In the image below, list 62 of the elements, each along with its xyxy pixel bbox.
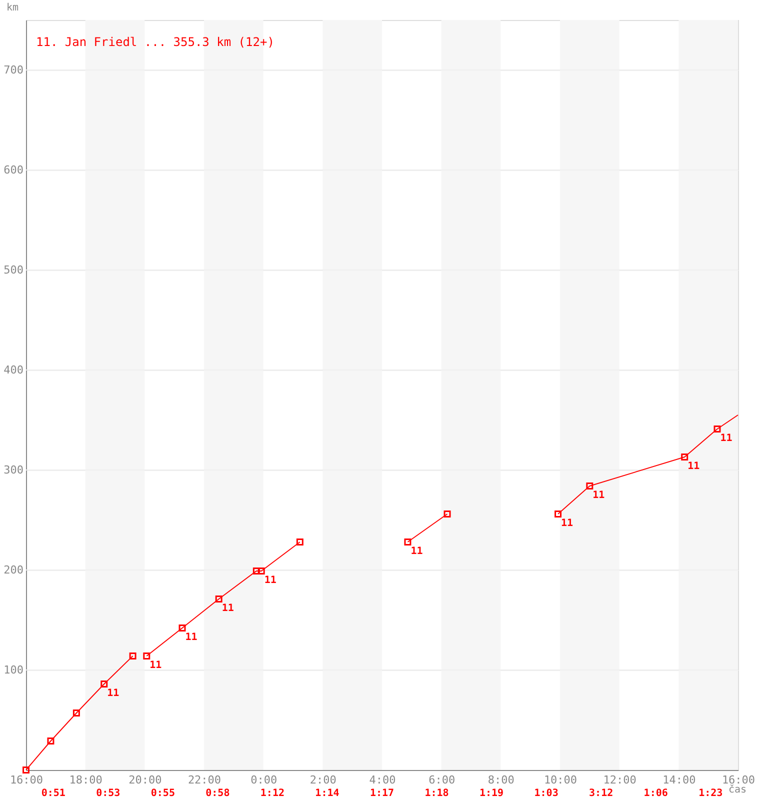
point bbox=[404, 538, 412, 546]
y-tick-label: 700 bbox=[4, 64, 24, 76]
y-axis-title: km bbox=[6, 2, 19, 14]
text: 1:17 bbox=[370, 788, 394, 799]
x-axis-title: čas bbox=[728, 784, 747, 796]
x-tick-label: 12:00 bbox=[603, 774, 636, 786]
point bbox=[143, 652, 150, 660]
x-tick-label: 14:00 bbox=[662, 774, 696, 786]
text: 0:53 bbox=[96, 788, 120, 799]
annotation: 11 bbox=[150, 660, 162, 671]
text: 1:23 bbox=[698, 788, 723, 799]
x-tick-label: 8:00 bbox=[488, 774, 514, 786]
text: 1:14 bbox=[315, 788, 340, 799]
x-tick-label: 22:00 bbox=[188, 774, 222, 786]
text: 1:06 bbox=[644, 788, 668, 799]
point bbox=[586, 482, 594, 490]
x-tick-label: 4:00 bbox=[369, 774, 396, 786]
text: 1:03 bbox=[534, 788, 558, 799]
text: 1:18 bbox=[424, 788, 449, 799]
x-tick-label: 10:00 bbox=[544, 774, 578, 786]
annotation: 11 bbox=[185, 632, 198, 643]
annotation: 11 bbox=[410, 546, 423, 557]
point bbox=[72, 710, 80, 716]
point bbox=[554, 510, 562, 518]
point bbox=[714, 426, 721, 432]
y-tick-label: 100 bbox=[4, 664, 24, 676]
x-tick-label: 16:00 bbox=[10, 774, 44, 786]
point bbox=[258, 568, 265, 574]
point bbox=[22, 766, 30, 774]
y-tick-label: 400 bbox=[4, 364, 24, 376]
point bbox=[215, 596, 222, 602]
point bbox=[681, 454, 688, 460]
point bbox=[296, 538, 304, 546]
text: 0:51 bbox=[41, 788, 66, 799]
y-tick-label: 300 bbox=[4, 464, 24, 476]
annotation: 11 bbox=[592, 490, 605, 501]
annotation: 11 bbox=[720, 433, 732, 444]
annotation: 11 bbox=[107, 688, 120, 699]
point bbox=[47, 738, 54, 744]
y-tick-label: 600 bbox=[4, 164, 24, 176]
annotation: 11 bbox=[222, 603, 234, 614]
text: 0:58 bbox=[206, 788, 230, 799]
point bbox=[100, 680, 108, 688]
x-tick-label: 20:00 bbox=[128, 774, 162, 786]
point bbox=[129, 652, 136, 660]
text: 11. Jan Friedl ... 355.3 km (12+) bbox=[36, 35, 274, 49]
x-tick-label: 18:00 bbox=[69, 774, 102, 786]
x-tick-label: 6:00 bbox=[428, 774, 456, 786]
text: 3:12 bbox=[589, 788, 614, 799]
annotation: 11 bbox=[561, 518, 574, 529]
point bbox=[252, 568, 260, 574]
annotation: 11 bbox=[264, 575, 276, 586]
point bbox=[178, 624, 186, 632]
x-tick-label: 0:00 bbox=[250, 774, 278, 786]
x-tick-label: 2:00 bbox=[310, 774, 336, 786]
point bbox=[444, 510, 451, 518]
annotation: 11 bbox=[688, 461, 700, 472]
y-tick-label: 200 bbox=[4, 564, 24, 576]
text: 1:12 bbox=[260, 788, 285, 799]
y-tick-label: 500 bbox=[4, 264, 24, 276]
text: 1:19 bbox=[479, 788, 504, 799]
text: 0:55 bbox=[150, 788, 175, 799]
